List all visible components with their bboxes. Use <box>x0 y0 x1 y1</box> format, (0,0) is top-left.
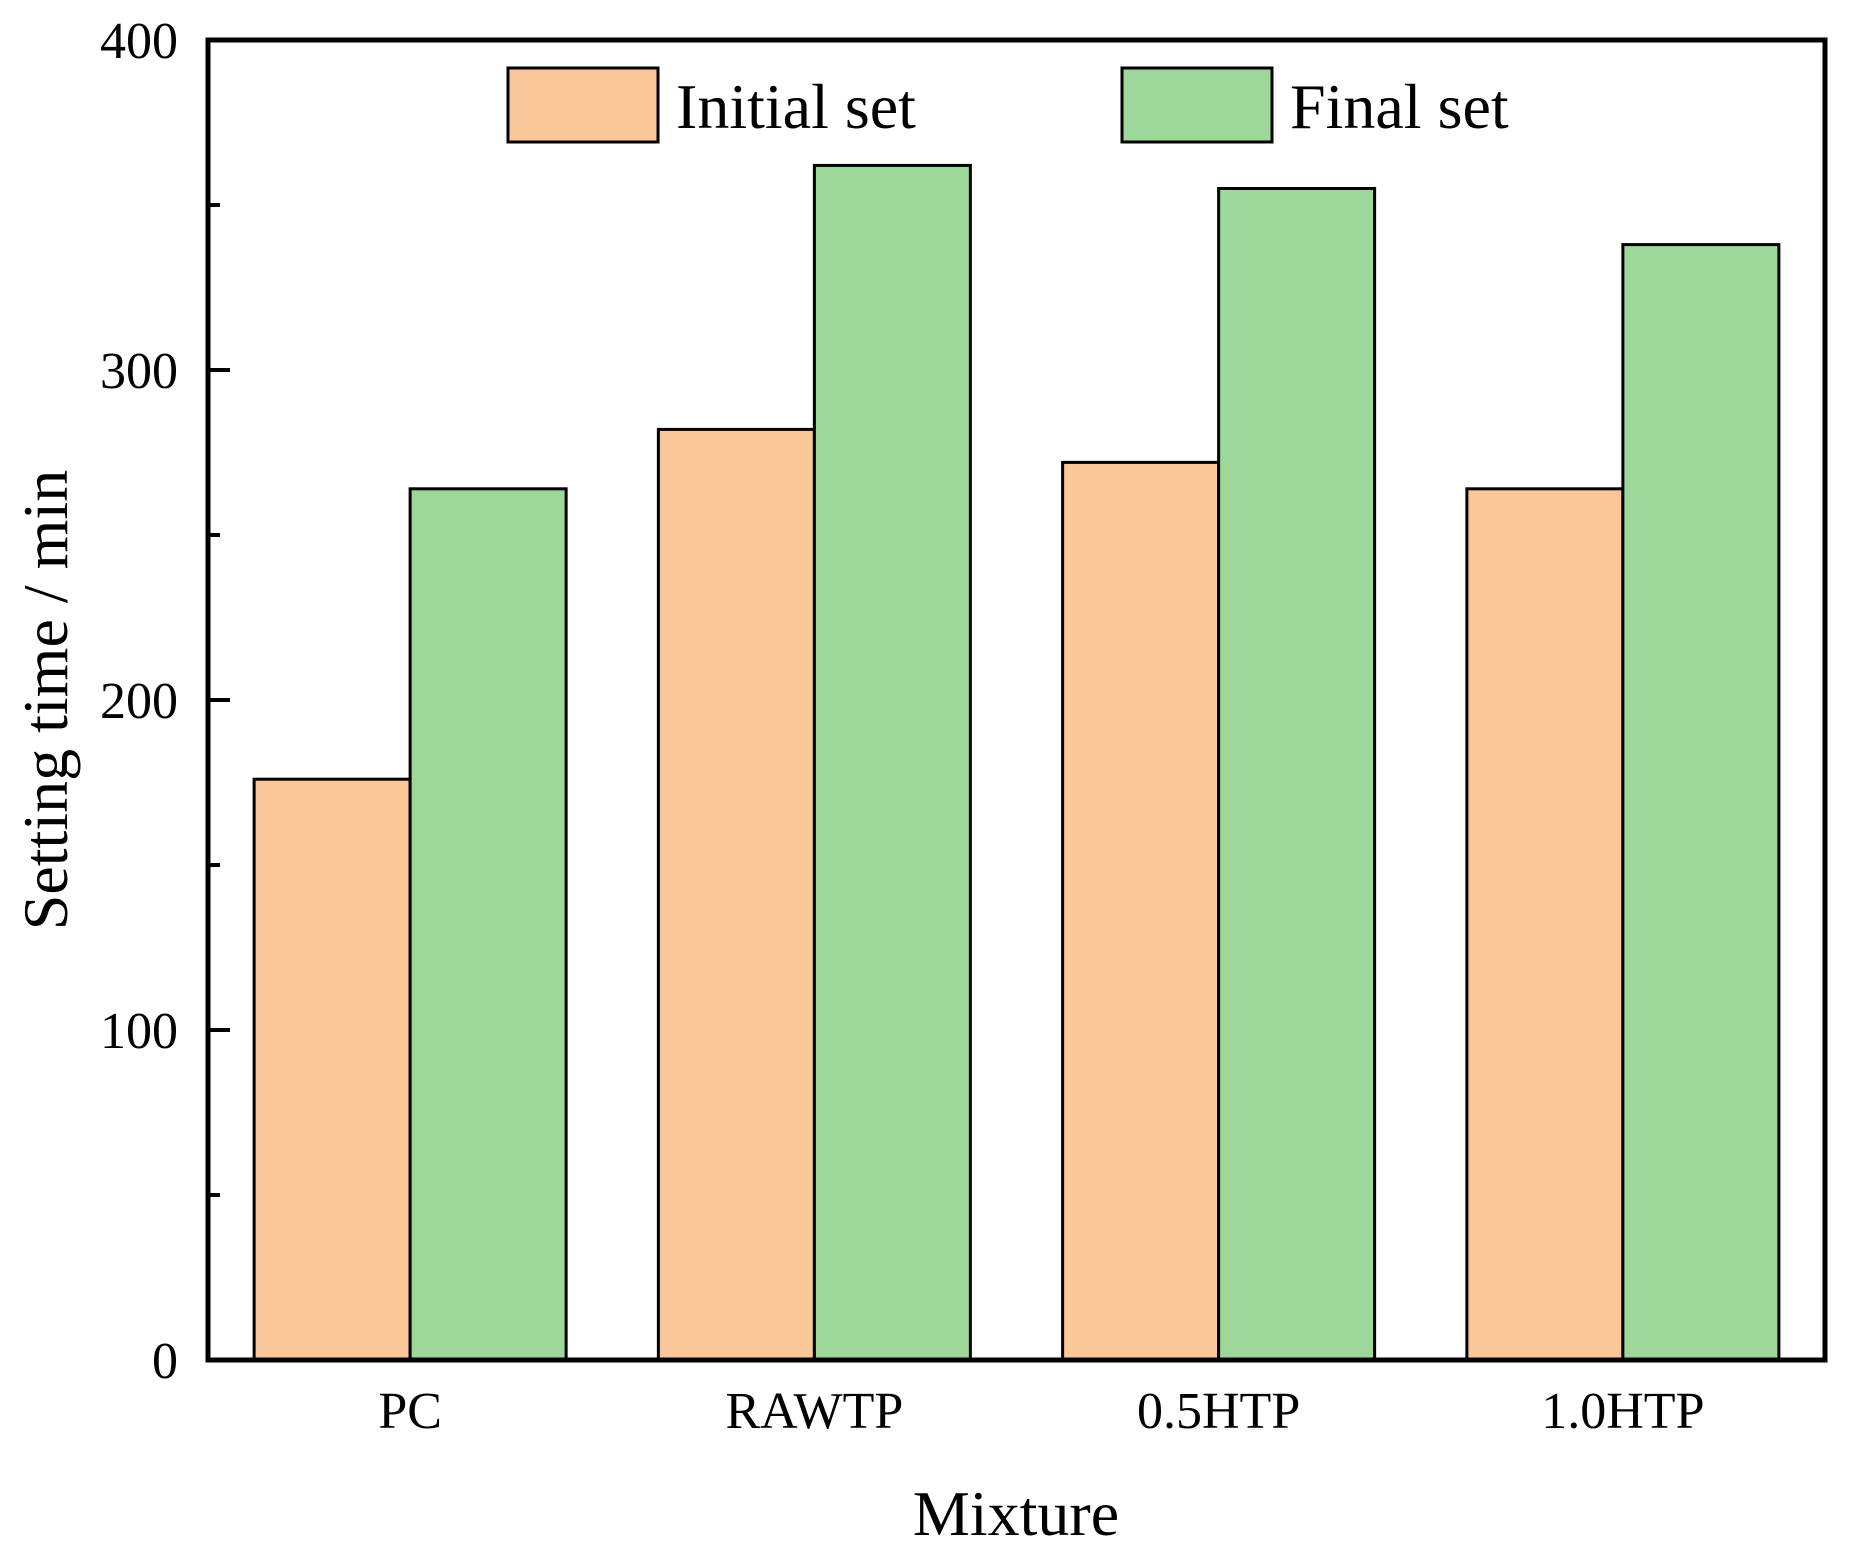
x-tick-label-rawtp: RAWTP <box>725 1383 903 1440</box>
y-axis-title: Setting time / min <box>10 470 81 930</box>
bar-rawtp-final-set <box>812 163 972 1362</box>
ticks-layer <box>208 38 230 1362</box>
x-tick-label-1-0htp: 1.0HTP <box>1541 1383 1704 1440</box>
bar-0-5htp-initial-set <box>1061 460 1221 1362</box>
legend-swatch-initial-set <box>506 66 660 144</box>
plot-frame <box>205 37 1828 1363</box>
bar-1-0htp-initial-set <box>1465 487 1625 1362</box>
y-tick-label-200: 200 <box>100 673 178 730</box>
bars-layer <box>252 163 1781 1362</box>
y-tick-labels: 0 100 200 300 400 <box>100 13 178 1390</box>
x-tick-labels: PC RAWTP 0.5HTP 1.0HTP <box>378 1383 1704 1440</box>
legend: Initial set Final set <box>506 66 1509 144</box>
y-tick-label-400: 400 <box>100 13 178 70</box>
x-tick-label-pc: PC <box>378 1383 442 1440</box>
bar-pc-final-set <box>408 487 568 1362</box>
bar-0-5htp-final-set <box>1217 187 1377 1362</box>
legend-label-final-set: Final set <box>1290 71 1509 142</box>
y-tick-label-100: 100 <box>100 1003 178 1060</box>
bar-pc-initial-set <box>252 777 412 1362</box>
y-tick-label-300: 300 <box>100 343 178 400</box>
bar-1-0htp-final-set <box>1621 243 1781 1362</box>
bar-rawtp-initial-set <box>656 427 816 1362</box>
legend-label-initial-set: Initial set <box>676 71 916 142</box>
y-tick-label-0: 0 <box>152 1333 178 1390</box>
x-axis-title: Mixture <box>913 1478 1119 1549</box>
legend-swatch-final-set <box>1120 66 1274 144</box>
x-tick-label-0-5htp: 0.5HTP <box>1137 1383 1300 1440</box>
